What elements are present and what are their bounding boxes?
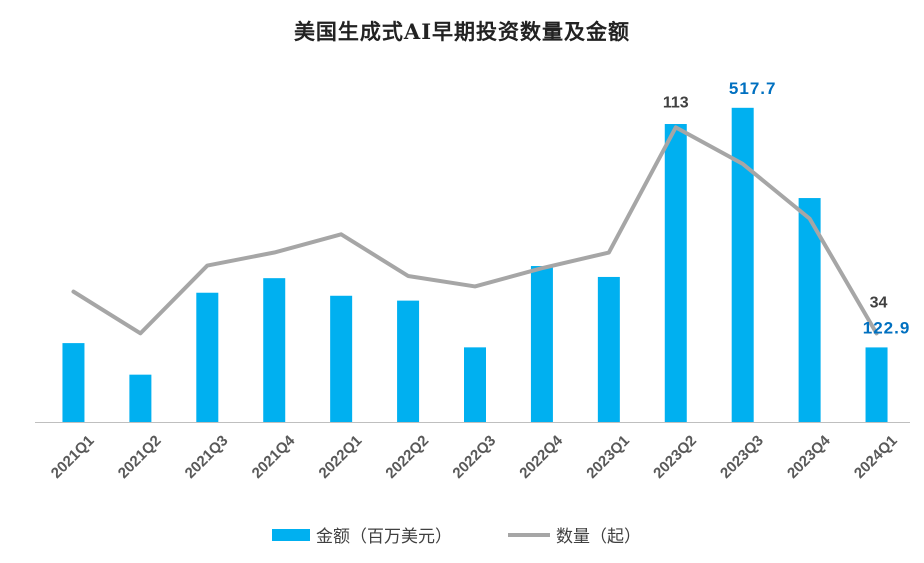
x-tick-label-2021Q1: 2021Q1 bbox=[48, 432, 98, 482]
bar-2024Q1 bbox=[865, 347, 888, 422]
legend-label-count: 数量（起） bbox=[556, 527, 641, 547]
bar-2022Q2 bbox=[397, 300, 420, 422]
x-tick-label-2022Q1: 2022Q1 bbox=[316, 432, 366, 482]
x-tick-label-2023Q3: 2023Q3 bbox=[717, 432, 767, 482]
bar-2023Q2 bbox=[664, 124, 687, 422]
bar-2021Q3 bbox=[196, 292, 219, 422]
bar-2021Q2 bbox=[129, 374, 152, 422]
line-label-2023Q2: 113 bbox=[663, 94, 689, 111]
bar-2022Q3 bbox=[464, 347, 486, 422]
bar-label-2023Q3: 517.7 bbox=[729, 79, 777, 98]
bar-label-2024Q1: 122.9 bbox=[863, 318, 911, 337]
x-tick-label-2023Q2: 2023Q2 bbox=[650, 432, 700, 482]
legend-bar-swatch bbox=[272, 528, 310, 541]
bar-2022Q1 bbox=[330, 295, 353, 422]
bar-2023Q4 bbox=[798, 198, 821, 422]
bars-layer bbox=[62, 107, 888, 422]
data-labels: 517.7 122.9 113 34 bbox=[663, 79, 911, 338]
legend-label-amount: 金额（百万美元） bbox=[316, 527, 452, 547]
x-tick-label-2024Q1: 2024Q1 bbox=[851, 432, 901, 482]
line-layer bbox=[71, 125, 879, 336]
x-tick-label-2023Q4: 2023Q4 bbox=[784, 432, 834, 482]
legend-item-amount: 金额（百万美元） bbox=[272, 522, 452, 547]
count-line bbox=[71, 125, 879, 336]
bar-2021Q1 bbox=[62, 343, 85, 422]
x-tick-label-2023Q1: 2023Q1 bbox=[583, 432, 633, 482]
x-tick-label-2022Q3: 2022Q3 bbox=[449, 432, 499, 482]
bar-2023Q1 bbox=[597, 276, 620, 422]
line-label-2024Q1: 34 bbox=[870, 294, 888, 311]
bar-2023Q3 bbox=[731, 107, 754, 422]
x-tick-label-2021Q4: 2021Q4 bbox=[249, 432, 299, 482]
x-tick-label-2021Q3: 2021Q3 bbox=[182, 432, 232, 482]
x-tick-label-2022Q2: 2022Q2 bbox=[382, 432, 432, 482]
legend-item-count: 数量（起） bbox=[508, 522, 641, 547]
bar-2022Q4 bbox=[530, 266, 553, 422]
bar-2021Q4 bbox=[263, 278, 286, 422]
x-tick-labels: 2021Q1 2021Q2 2021Q3 2021Q4 2022Q1 2022Q2 2022… bbox=[48, 432, 901, 482]
x-tick-label-2021Q2: 2021Q2 bbox=[115, 432, 165, 482]
chart-title: 美国生成式AI早期投资数量及金额 bbox=[293, 19, 631, 44]
x-tick-label-2022Q4: 2022Q4 bbox=[516, 432, 566, 482]
legend-line-swatch bbox=[508, 532, 550, 537]
